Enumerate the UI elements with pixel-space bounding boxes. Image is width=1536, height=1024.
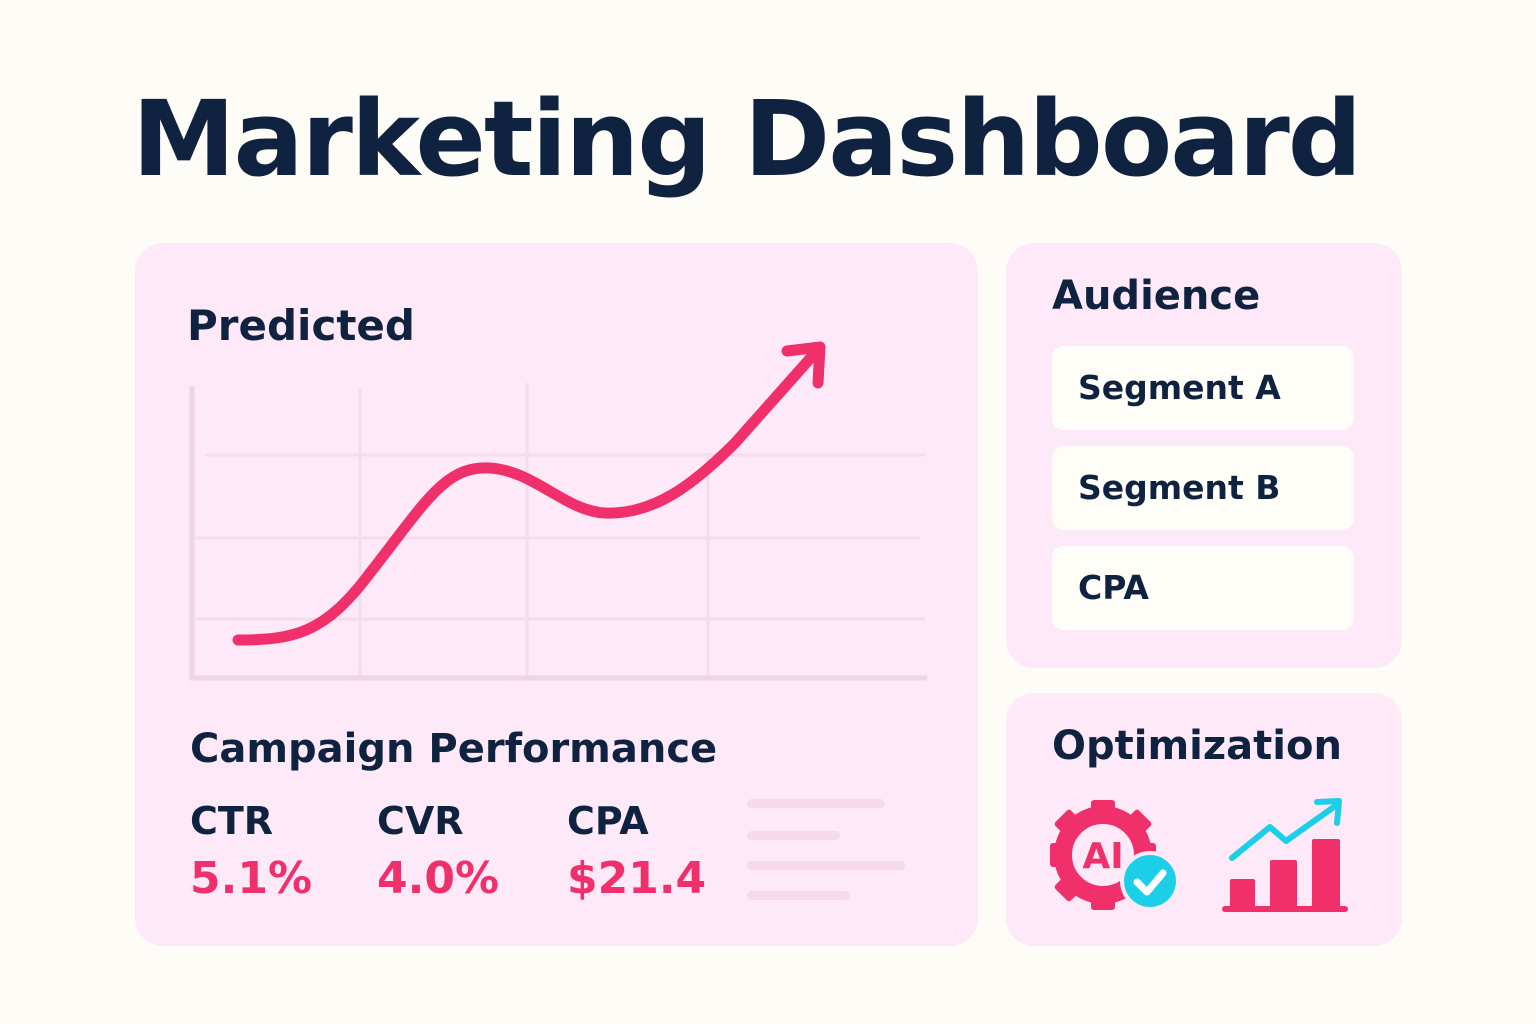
campaign-title: Campaign Performance (190, 726, 718, 772)
metric-label: CTR (190, 799, 274, 843)
chart-axes (189, 385, 928, 681)
trend-line (232, 347, 821, 646)
cpa-item[interactable]: CPA (1052, 546, 1354, 630)
ai-label: AI (1082, 836, 1123, 877)
chart-grid (195, 383, 925, 676)
metric-value: $21.4 (567, 853, 707, 904)
audience-title: Audience (1052, 273, 1261, 319)
segment-b-item[interactable]: Segment B (1052, 446, 1354, 530)
metric-value: 5.1% (190, 853, 313, 904)
predicted-panel: Predicted Campaign Performance CTR 5.1% … (135, 243, 978, 946)
metric-value: 4.0% (377, 853, 500, 904)
check-badge-icon (1120, 851, 1180, 911)
predicted-title: Predicted (187, 301, 415, 350)
placeholder-line (747, 831, 840, 840)
metric-label: CVR (377, 799, 464, 843)
placeholder-line (747, 799, 885, 808)
ai-gear-check-icon: AI (1050, 800, 1180, 911)
metric-label: CPA (567, 799, 649, 843)
optimization-title: Optimization (1052, 723, 1342, 769)
page-title: Marketing Dashboard (132, 78, 1362, 200)
placeholder-line (747, 861, 905, 870)
segment-a-item[interactable]: Segment A (1052, 346, 1354, 430)
bar-chart-growth-icon (1222, 798, 1348, 912)
predicted-chart (189, 341, 928, 681)
audience-panel: Audience Segment A Segment B CPA (1006, 243, 1402, 668)
placeholder-line (747, 891, 850, 900)
optimization-panel: Optimization AI (1006, 693, 1402, 946)
trend-arrow-icon (781, 341, 826, 389)
